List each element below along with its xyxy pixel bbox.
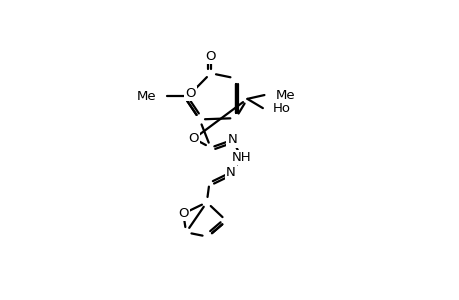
Text: O: O bbox=[185, 87, 196, 100]
Text: N: N bbox=[227, 134, 237, 146]
Text: O: O bbox=[178, 207, 188, 220]
Text: NH: NH bbox=[232, 152, 251, 164]
Text: Ho: Ho bbox=[272, 102, 291, 115]
Text: O: O bbox=[188, 132, 199, 145]
Text: O: O bbox=[205, 50, 215, 63]
Text: Me: Me bbox=[136, 90, 156, 103]
Text: Me: Me bbox=[274, 88, 294, 101]
Text: N: N bbox=[225, 166, 235, 179]
